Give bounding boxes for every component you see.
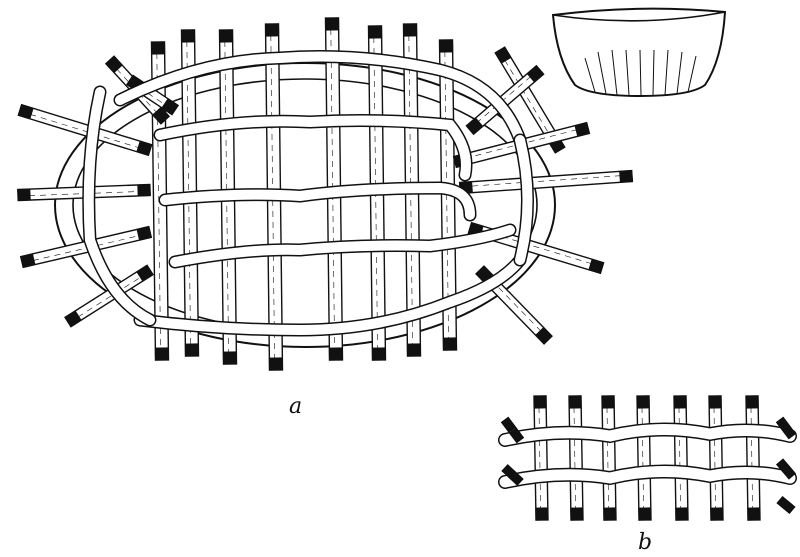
detail-stake-end-a (533, 395, 547, 409)
detail-stake-end-b (710, 507, 724, 521)
detail-stakes (533, 395, 761, 521)
side-stake-end-b (136, 264, 154, 282)
weft-band (515, 135, 533, 265)
detail-stake-end-b (570, 507, 584, 521)
side-stake-end-a (494, 46, 512, 64)
finished-bowl-basket-icon (551, 7, 727, 98)
side-stake-end-a (534, 326, 553, 345)
detail-stake-end-a (708, 395, 722, 409)
side-stake-end-a (619, 169, 633, 183)
vertical-stake-end-a (324, 17, 340, 31)
side-stake-end-a (526, 65, 545, 83)
side-stake-end-b (161, 98, 179, 116)
vertical-stake-end-a (264, 23, 280, 37)
detail-stake (636, 395, 652, 521)
detail-stake-end-b (603, 507, 617, 521)
detail-weft (499, 423, 796, 446)
side-stake-grain (19, 110, 150, 152)
side-stake-end-b (136, 140, 153, 156)
weft-band (170, 225, 515, 267)
detail-stake-end-b (535, 507, 549, 521)
weave-detail-diagram (498, 395, 797, 521)
detail-stub-end-b (779, 498, 796, 514)
detail-stake-grain (750, 396, 754, 521)
detail-stub-end-b (507, 470, 524, 486)
side-stake-grain (68, 270, 151, 324)
detail-stake-grain (641, 396, 645, 521)
detail-stake-end-a (636, 395, 650, 409)
vertical-stake-end-b (406, 343, 422, 357)
side-stake (458, 169, 634, 195)
detail-stake-end-a (745, 395, 759, 409)
detail-stub-end-b (508, 427, 524, 444)
vertical-stake-end-b (328, 347, 344, 361)
side-stake-end-a (574, 122, 590, 137)
weft-band (115, 51, 525, 145)
detail-stake-end-a (601, 395, 615, 409)
vertical-stake-end-a (367, 25, 383, 39)
detail-stake-grain (713, 396, 717, 521)
detail-wefts (498, 416, 797, 515)
detail-stake (708, 395, 724, 521)
detail-stake-grain (678, 396, 682, 521)
side-stake-end-a (17, 104, 34, 120)
detail-stake-grain (538, 396, 542, 521)
side-stake-end-a (20, 253, 36, 268)
weft-band (160, 182, 475, 220)
weft-band (135, 255, 525, 336)
vertical-stake-end-b (154, 347, 170, 361)
side-stake-grain (459, 174, 632, 188)
figure-label-b: b (638, 530, 653, 555)
detail-stake (568, 395, 584, 521)
detail-stake (601, 395, 617, 521)
detail-stake-grain (606, 396, 610, 521)
vertical-stake-end-a (150, 41, 166, 55)
detail-stake-grain (573, 396, 577, 521)
side-stake-end-a (17, 188, 31, 202)
detail-stake (673, 395, 689, 521)
vertical-stake-grain (330, 18, 336, 361)
side-stake-grain (108, 60, 165, 121)
side-stake-end-a (105, 55, 123, 74)
vertical-stake-end-a (180, 29, 196, 43)
vertical-stake-end-b (371, 347, 387, 361)
detail-stake-end-b (638, 507, 652, 521)
figure-label-a: a (289, 394, 303, 419)
vertical-stake-end-a (402, 23, 418, 37)
vertical-stake-end-b (268, 357, 284, 371)
side-stake-end-b (136, 226, 152, 241)
weft-band (83, 87, 155, 325)
weft-band (155, 115, 471, 180)
side-stake-end-a (588, 258, 605, 274)
side-stake-grain (498, 50, 560, 151)
side-stake-grain (469, 68, 540, 130)
vertical-stake-end-b (442, 337, 458, 351)
vertical-stake-grain (270, 24, 276, 371)
side-stake-end-a (64, 310, 82, 328)
side-stake-end-b (465, 117, 484, 135)
vertical-stake-end-a (218, 29, 234, 43)
detail-stake-end-b (747, 507, 761, 521)
detail-stake-end-a (673, 395, 687, 409)
weft-bands (82, 50, 534, 337)
detail-stake (533, 395, 549, 521)
vertical-stake-end-b (184, 343, 200, 357)
detail-weft (499, 465, 796, 488)
vertical-stake-end-a (438, 39, 454, 53)
detail-stake-end-a (568, 395, 582, 409)
detail-stake-end-b (675, 507, 689, 521)
basket-base-weave-diagram (17, 17, 634, 371)
detail-stub-end-b (780, 423, 796, 440)
detail-stake (745, 395, 761, 521)
detail-stub-end-a (501, 416, 517, 433)
detail-stub-end-b (780, 463, 796, 480)
vertical-stake-end-b (222, 351, 238, 365)
side-stake-end-b (137, 183, 151, 197)
